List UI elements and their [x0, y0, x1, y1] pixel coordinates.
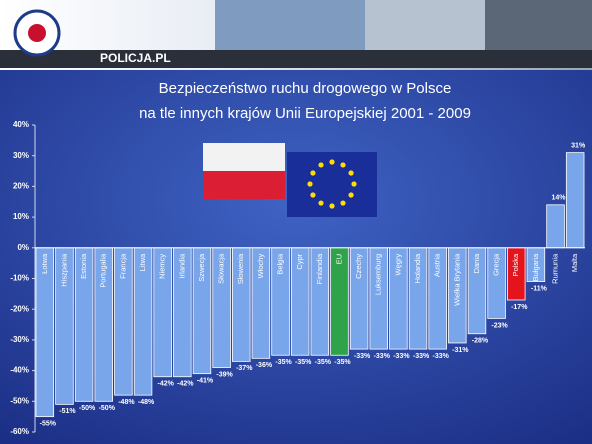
y-tick-label: -20% — [10, 304, 29, 313]
header-strip — [0, 50, 592, 68]
y-tick-label: 10% — [13, 212, 29, 221]
eu-star — [348, 170, 354, 176]
category-label: Łotwa — [40, 253, 49, 274]
category-label: Finlandia — [315, 253, 324, 284]
category-label: Słowenia — [236, 253, 245, 284]
eu-star — [318, 162, 324, 168]
category-label: Czechy — [354, 254, 363, 279]
value-label: -28% — [472, 338, 489, 345]
category-label: Bułgaria — [531, 253, 540, 281]
eu-star — [310, 170, 316, 176]
y-tick-label: 30% — [13, 151, 29, 160]
value-label: -33% — [354, 353, 371, 360]
value-label: -23% — [491, 322, 508, 329]
bar — [546, 204, 565, 249]
category-label: Portugalia — [99, 253, 108, 288]
value-label: -50% — [99, 405, 116, 412]
value-label: 31% — [571, 142, 586, 149]
category-label: Litwa — [138, 253, 147, 271]
y-tick-label: -10% — [10, 274, 29, 283]
value-label: -33% — [433, 353, 450, 360]
value-label: -48% — [138, 399, 155, 406]
category-label: Estonia — [79, 253, 88, 279]
value-label: -35% — [315, 359, 332, 366]
value-label: -51% — [59, 408, 76, 415]
y-tick-label: -50% — [10, 396, 29, 405]
category-label: Wielka Brytania — [452, 253, 461, 306]
eu-star — [329, 203, 335, 209]
value-label: -31% — [452, 347, 469, 354]
value-label: -33% — [413, 353, 430, 360]
value-label: -42% — [158, 381, 175, 388]
flag-eu — [287, 152, 377, 217]
value-label: -11% — [531, 285, 548, 292]
y-tick-label: -30% — [10, 335, 29, 344]
eu-star — [351, 181, 357, 187]
eu-star — [329, 159, 335, 165]
value-label: -37% — [236, 365, 253, 372]
value-label: -35% — [275, 359, 292, 366]
category-label: Austria — [433, 253, 442, 277]
category-label: Dania — [472, 253, 481, 273]
flag-poland — [203, 143, 285, 199]
category-label: EU — [334, 254, 343, 264]
value-label: -48% — [118, 399, 135, 406]
category-label: Niemcy — [158, 254, 167, 279]
category-label: Irlandia — [177, 253, 186, 278]
category-label: Rumunia — [551, 253, 560, 284]
value-label: -42% — [177, 381, 194, 388]
eu-star — [340, 162, 346, 168]
eu-star — [340, 200, 346, 206]
category-label: Polska — [511, 253, 520, 276]
y-tick-label: 20% — [13, 182, 29, 191]
value-label: -35% — [295, 359, 312, 366]
value-label: -41% — [197, 378, 214, 385]
y-tick-label: 40% — [13, 120, 29, 129]
site-name: POLICJA.PL — [100, 51, 171, 65]
category-label: Słowacja — [217, 253, 226, 284]
value-label: -55% — [40, 420, 57, 427]
category-label: Belgia — [276, 253, 285, 275]
y-tick-label: 0% — [17, 243, 29, 252]
value-label: -36% — [256, 362, 273, 369]
category-label: Holandia — [413, 253, 422, 283]
value-label: -17% — [511, 304, 528, 311]
category-label: Włochy — [256, 254, 265, 279]
value-label: -39% — [216, 371, 233, 378]
category-label: Węgry — [393, 254, 402, 276]
category-label: Malta — [570, 253, 579, 272]
eu-star — [307, 181, 313, 187]
value-label: -33% — [374, 353, 391, 360]
eu-star — [310, 192, 316, 198]
chart-subtitle: na tle innych krajów Unii Europejskiej 2… — [139, 105, 471, 122]
category-label: Cypr — [295, 253, 304, 269]
value-label: -35% — [334, 359, 351, 366]
category-label: Grecja — [492, 253, 501, 276]
category-label: Hiszpania — [59, 253, 68, 287]
category-label: Szwecja — [197, 253, 206, 282]
y-tick-label: -40% — [10, 366, 29, 375]
header-photo — [485, 0, 592, 50]
category-label: Luksemburg — [374, 254, 383, 295]
value-label: -33% — [393, 353, 410, 360]
chart-title: Bezpieczeństwo ruchu drogowego w Polsce — [159, 80, 452, 97]
logo-center — [28, 24, 46, 42]
eu-star — [348, 192, 354, 198]
header-photo — [365, 0, 485, 50]
bar — [565, 152, 585, 249]
value-label: 14% — [552, 195, 567, 202]
eu-star — [318, 200, 324, 206]
category-label: Francja — [118, 253, 127, 279]
value-label: -50% — [79, 405, 96, 412]
y-tick-label: -60% — [10, 427, 29, 436]
